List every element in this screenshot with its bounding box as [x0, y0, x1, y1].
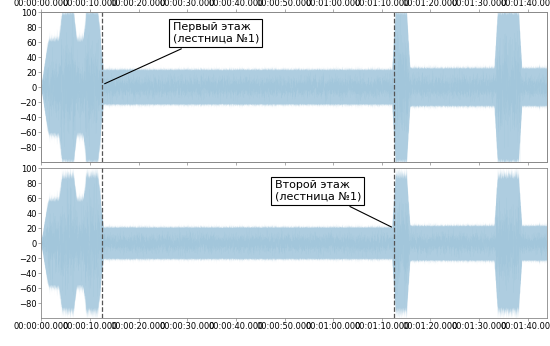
Text: Первый этаж
(лестница №1): Первый этаж (лестница №1)	[104, 22, 259, 84]
Text: Второй этаж
(лестница №1): Второй этаж (лестница №1)	[275, 180, 392, 227]
